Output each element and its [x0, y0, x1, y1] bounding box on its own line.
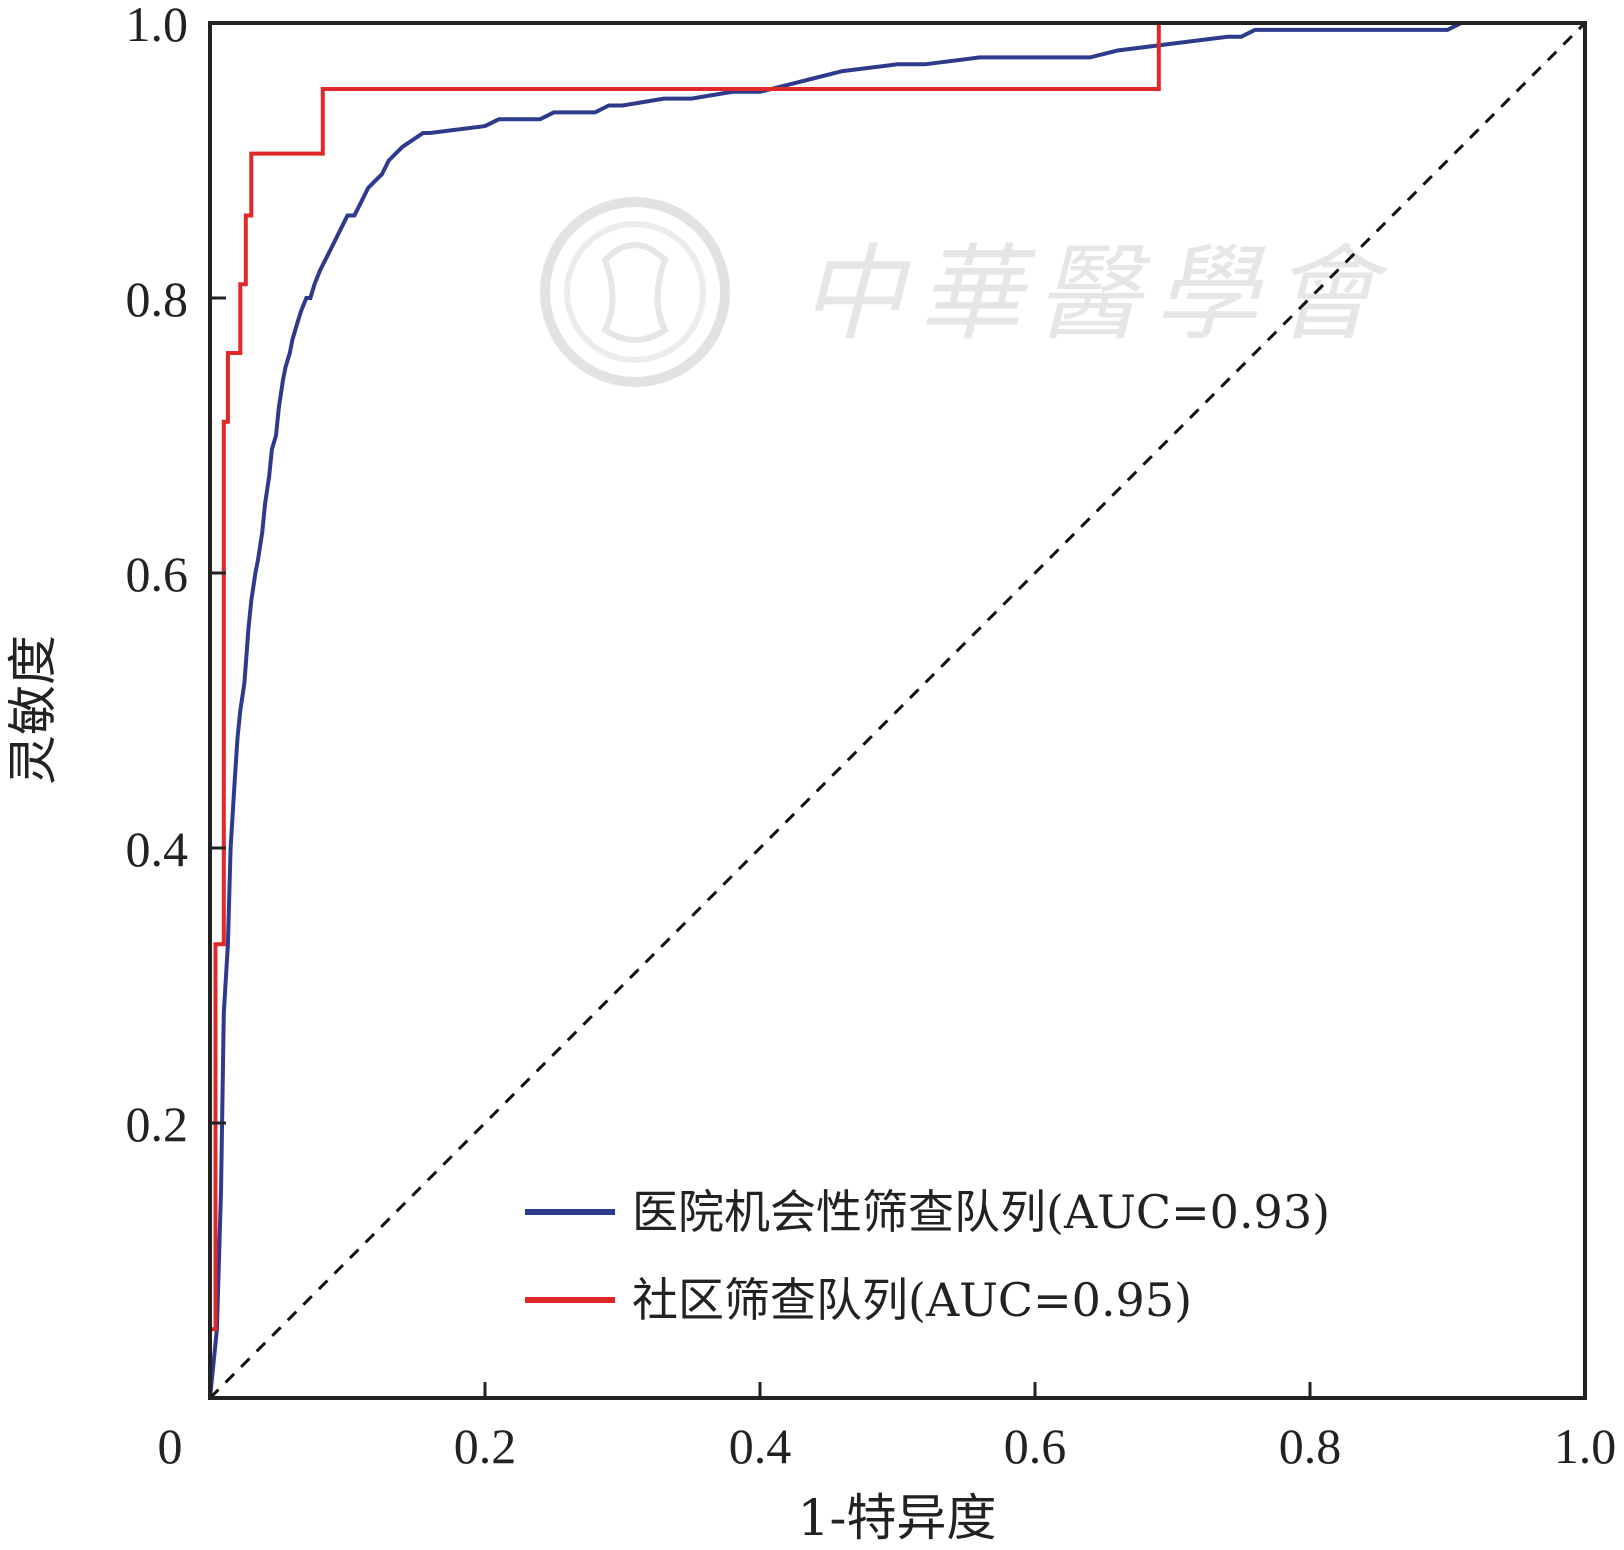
plot-frame [208, 21, 1587, 1400]
y-axis-ticks: 0.2 0.4 0.6 0.8 1.0 [126, 0, 226, 1152]
legend: 医院机会性筛查队列(AUC=0.93) 社区筛查队列(AUC=0.95) [525, 1185, 1330, 1327]
reference-diagonal-line [208, 21, 1587, 1400]
y-tick-label: 0.2 [126, 1096, 189, 1152]
x-tick-label: 0.2 [454, 1418, 517, 1474]
y-tick-label: 0.8 [126, 271, 189, 327]
chinese-medical-association-seal-icon [540, 197, 730, 387]
x-tick-label: 1.0 [1554, 1418, 1617, 1474]
y-tick-label: 0.4 [126, 821, 189, 877]
watermark: 中華醫學會 [540, 197, 1390, 387]
x-axis-ticks: 0 0.2 0.4 0.6 0.8 1.0 [158, 1382, 1617, 1474]
roc-series-line-2 [208, 21, 1585, 1398]
watermark-text: 中華醫學會 [800, 233, 1390, 355]
x-tick-label: 0.6 [1004, 1418, 1067, 1474]
y-tick-label: 1.0 [126, 0, 189, 52]
roc-series-line-1 [208, 21, 1585, 1399]
x-tick-label: 0.4 [729, 1418, 792, 1474]
legend-label: 医院机会性筛查队列(AUC=0.93) [632, 1185, 1330, 1239]
y-axis-title: 灵敏度 [4, 635, 62, 785]
roc-curves [208, 21, 1587, 1400]
x-tick-label: 0.8 [1279, 1418, 1342, 1474]
legend-label: 社区筛查队列(AUC=0.95) [632, 1273, 1192, 1327]
x-tick-label: 0 [158, 1418, 183, 1474]
y-tick-label: 0.6 [126, 546, 189, 602]
x-axis-title: 1-特异度 [798, 1489, 997, 1547]
